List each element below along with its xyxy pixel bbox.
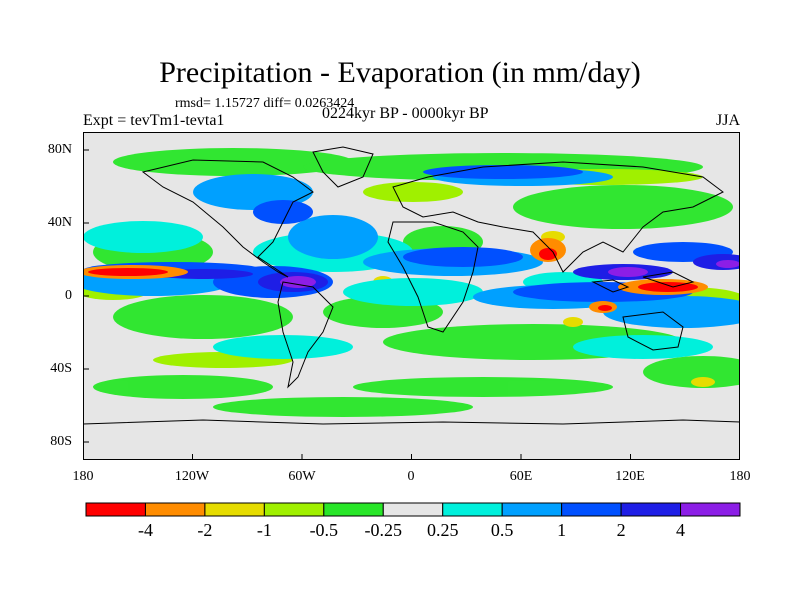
axis-ticks xyxy=(83,149,631,460)
colorbar xyxy=(85,502,741,517)
colorbar-box xyxy=(263,502,325,517)
colorbar-label: -2 xyxy=(197,520,213,540)
colorbar-box xyxy=(561,502,622,517)
season-label: JJA xyxy=(715,112,740,129)
y-tick-80s: 80S xyxy=(50,434,72,449)
y-tick-40s: 40S xyxy=(50,361,72,376)
colorbar-box xyxy=(144,502,206,517)
colorbar-label: -4 xyxy=(137,520,153,540)
x-tick-180w: 180 xyxy=(72,469,94,484)
colorbar-label: 0.25 xyxy=(426,520,459,540)
colorbar-box xyxy=(501,502,563,517)
y-tick-40n: 40N xyxy=(47,215,72,230)
colorbar-label: 2 xyxy=(616,520,626,540)
y-tick-0: 0 xyxy=(65,288,72,303)
time-period-label: 0224kyr BP - 0000kyr BP xyxy=(322,105,489,122)
colorbar-box xyxy=(85,502,146,517)
colorbar-label: 0.5 xyxy=(490,520,514,540)
colorbar-box xyxy=(620,502,682,517)
chart-title: Precipitation - Evaporation (in mm/day) xyxy=(159,56,641,89)
coastlines xyxy=(83,146,740,425)
colorbar-box xyxy=(680,502,741,517)
x-tick-60w: 60W xyxy=(288,469,316,484)
colorbar-label: -0.5 xyxy=(309,520,339,540)
colorbar-box xyxy=(442,502,503,517)
rmsd-diff-stats: rmsd= 1.15727 diff= 0.0263424 xyxy=(175,96,355,111)
colorbar-box xyxy=(382,502,444,517)
x-tick-0: 0 xyxy=(407,469,415,484)
x-tick-120e: 120E xyxy=(615,469,645,484)
colorbar-box xyxy=(323,502,384,517)
purple-wet-patches xyxy=(280,260,740,288)
experiment-label: Expt = tevTm1-tevta1 xyxy=(83,112,225,129)
colorbar-box xyxy=(204,502,265,517)
colorbar-label: 4 xyxy=(676,520,686,540)
precipitation-evaporation-map xyxy=(83,132,740,460)
x-tick-60e: 60E xyxy=(509,469,533,484)
x-tick-120w: 120W xyxy=(174,469,210,484)
x-tick-180e: 180 xyxy=(729,469,751,484)
colorbar-label: -1 xyxy=(256,520,272,540)
colorbar-label: -0.25 xyxy=(364,520,403,540)
y-tick-80n: 80N xyxy=(47,142,72,157)
colorbar-label: 1 xyxy=(557,520,567,540)
